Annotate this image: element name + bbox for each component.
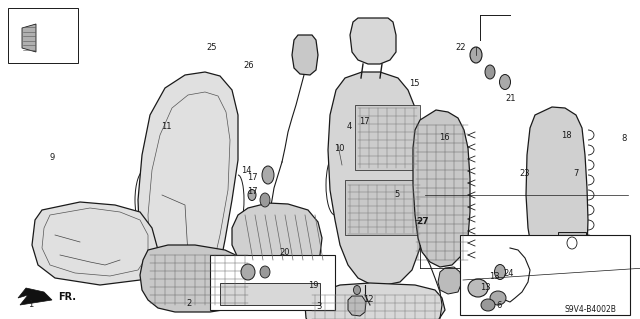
Text: 4: 4 bbox=[346, 122, 351, 130]
Text: 19: 19 bbox=[308, 281, 319, 290]
Text: 1: 1 bbox=[28, 300, 33, 309]
Ellipse shape bbox=[468, 279, 488, 297]
Polygon shape bbox=[526, 107, 588, 282]
Text: 13: 13 bbox=[480, 283, 490, 292]
Text: 6: 6 bbox=[497, 301, 502, 310]
Polygon shape bbox=[18, 288, 52, 305]
Ellipse shape bbox=[470, 47, 482, 63]
Bar bbox=[8, 8, 78, 63]
Ellipse shape bbox=[490, 291, 506, 305]
Ellipse shape bbox=[567, 237, 577, 249]
Bar bbox=[220, 283, 320, 305]
Text: 16: 16 bbox=[440, 133, 450, 142]
Ellipse shape bbox=[481, 299, 495, 311]
Text: 24: 24 bbox=[504, 269, 514, 278]
Bar bbox=[210, 255, 335, 310]
Text: 12: 12 bbox=[363, 295, 373, 304]
Text: 8: 8 bbox=[621, 134, 627, 143]
Ellipse shape bbox=[260, 266, 270, 278]
Text: 10: 10 bbox=[334, 144, 344, 153]
Polygon shape bbox=[328, 72, 425, 285]
Polygon shape bbox=[305, 283, 445, 319]
Text: 26: 26 bbox=[243, 61, 253, 70]
Ellipse shape bbox=[241, 264, 255, 280]
Text: 17: 17 bbox=[360, 117, 370, 126]
Polygon shape bbox=[42, 208, 148, 276]
Bar bbox=[345, 180, 423, 235]
Text: 17: 17 bbox=[248, 173, 258, 182]
Bar bbox=[460, 235, 630, 315]
Text: 27: 27 bbox=[416, 217, 429, 226]
Ellipse shape bbox=[262, 166, 274, 184]
Bar bbox=[558, 232, 586, 254]
Text: 2: 2 bbox=[186, 299, 191, 308]
Polygon shape bbox=[32, 202, 158, 285]
Text: 7: 7 bbox=[573, 169, 579, 178]
Polygon shape bbox=[232, 203, 322, 272]
Text: 22: 22 bbox=[456, 43, 466, 52]
Ellipse shape bbox=[248, 189, 256, 201]
Text: 20: 20 bbox=[280, 248, 290, 256]
Text: 3: 3 bbox=[316, 302, 321, 311]
Polygon shape bbox=[138, 72, 238, 305]
Polygon shape bbox=[148, 92, 230, 300]
Text: 21: 21 bbox=[506, 94, 516, 103]
Text: 23: 23 bbox=[520, 169, 530, 178]
Polygon shape bbox=[413, 110, 470, 267]
Ellipse shape bbox=[353, 286, 360, 294]
Text: 9: 9 bbox=[50, 153, 55, 162]
Ellipse shape bbox=[260, 193, 270, 207]
Text: 18: 18 bbox=[561, 131, 572, 140]
Text: 17: 17 bbox=[248, 187, 258, 196]
Ellipse shape bbox=[485, 65, 495, 79]
Polygon shape bbox=[22, 24, 36, 52]
Polygon shape bbox=[350, 18, 396, 64]
Text: S9V4-B4002B: S9V4-B4002B bbox=[564, 306, 616, 315]
Text: 15: 15 bbox=[410, 79, 420, 88]
Ellipse shape bbox=[495, 264, 506, 279]
Polygon shape bbox=[348, 296, 366, 316]
Polygon shape bbox=[140, 245, 252, 312]
Text: 14: 14 bbox=[241, 166, 252, 175]
Text: 25: 25 bbox=[206, 43, 216, 52]
Polygon shape bbox=[438, 267, 462, 294]
Ellipse shape bbox=[499, 75, 511, 90]
Bar bbox=[355, 105, 420, 170]
Polygon shape bbox=[292, 35, 318, 75]
Text: 13: 13 bbox=[490, 272, 500, 281]
Text: 5: 5 bbox=[394, 190, 399, 199]
Text: 11: 11 bbox=[161, 122, 172, 130]
Text: FR.: FR. bbox=[58, 292, 76, 302]
